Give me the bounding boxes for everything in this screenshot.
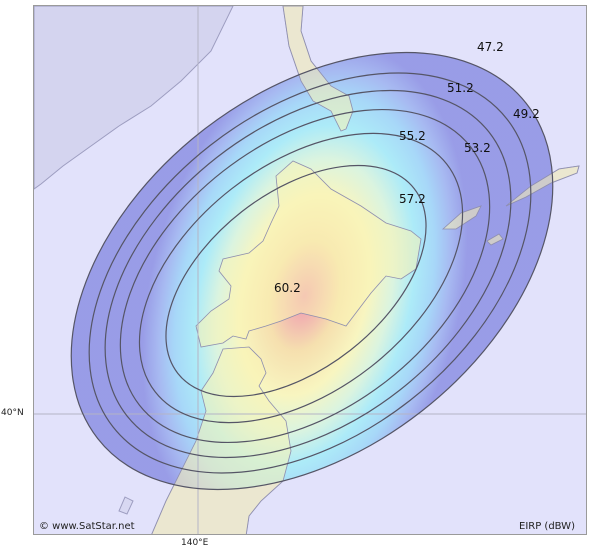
contour-ring-49-2 [88,72,532,474]
mainland-asia-landmass [34,6,234,190]
longitude-label: 140°E [181,538,209,548]
latitude-label: 40°N [1,408,24,418]
contour-label-49-2: 49.2 [513,107,540,121]
unit-label: EIRP (dBW) [519,521,575,532]
small-island-sw [118,496,134,515]
credit-text: © www.SatStar.net [39,521,135,532]
contour-label-55-2: 55.2 [399,129,426,143]
contour-ring-57-2 [165,164,427,398]
contour-label-47-2: 47.2 [477,40,504,54]
contour-ring-55-2 [138,132,464,424]
contour-label-60-2: 60.2 [274,281,301,295]
contour-ring-51-2 [104,89,512,459]
contour-ring-53-2 [119,108,491,444]
contour-label-53-2: 53.2 [464,141,491,155]
eirp-footprint-map: 60.2 57.2 55.2 53.2 51.2 49.2 47.2 © www… [33,5,587,535]
contour-label-57-2: 57.2 [399,192,426,206]
contour-ring-47-2 [70,51,554,491]
map-canvas: 60.2 57.2 55.2 53.2 51.2 49.2 47.2 © www… [34,6,586,534]
contour-label-51-2: 51.2 [447,81,474,95]
